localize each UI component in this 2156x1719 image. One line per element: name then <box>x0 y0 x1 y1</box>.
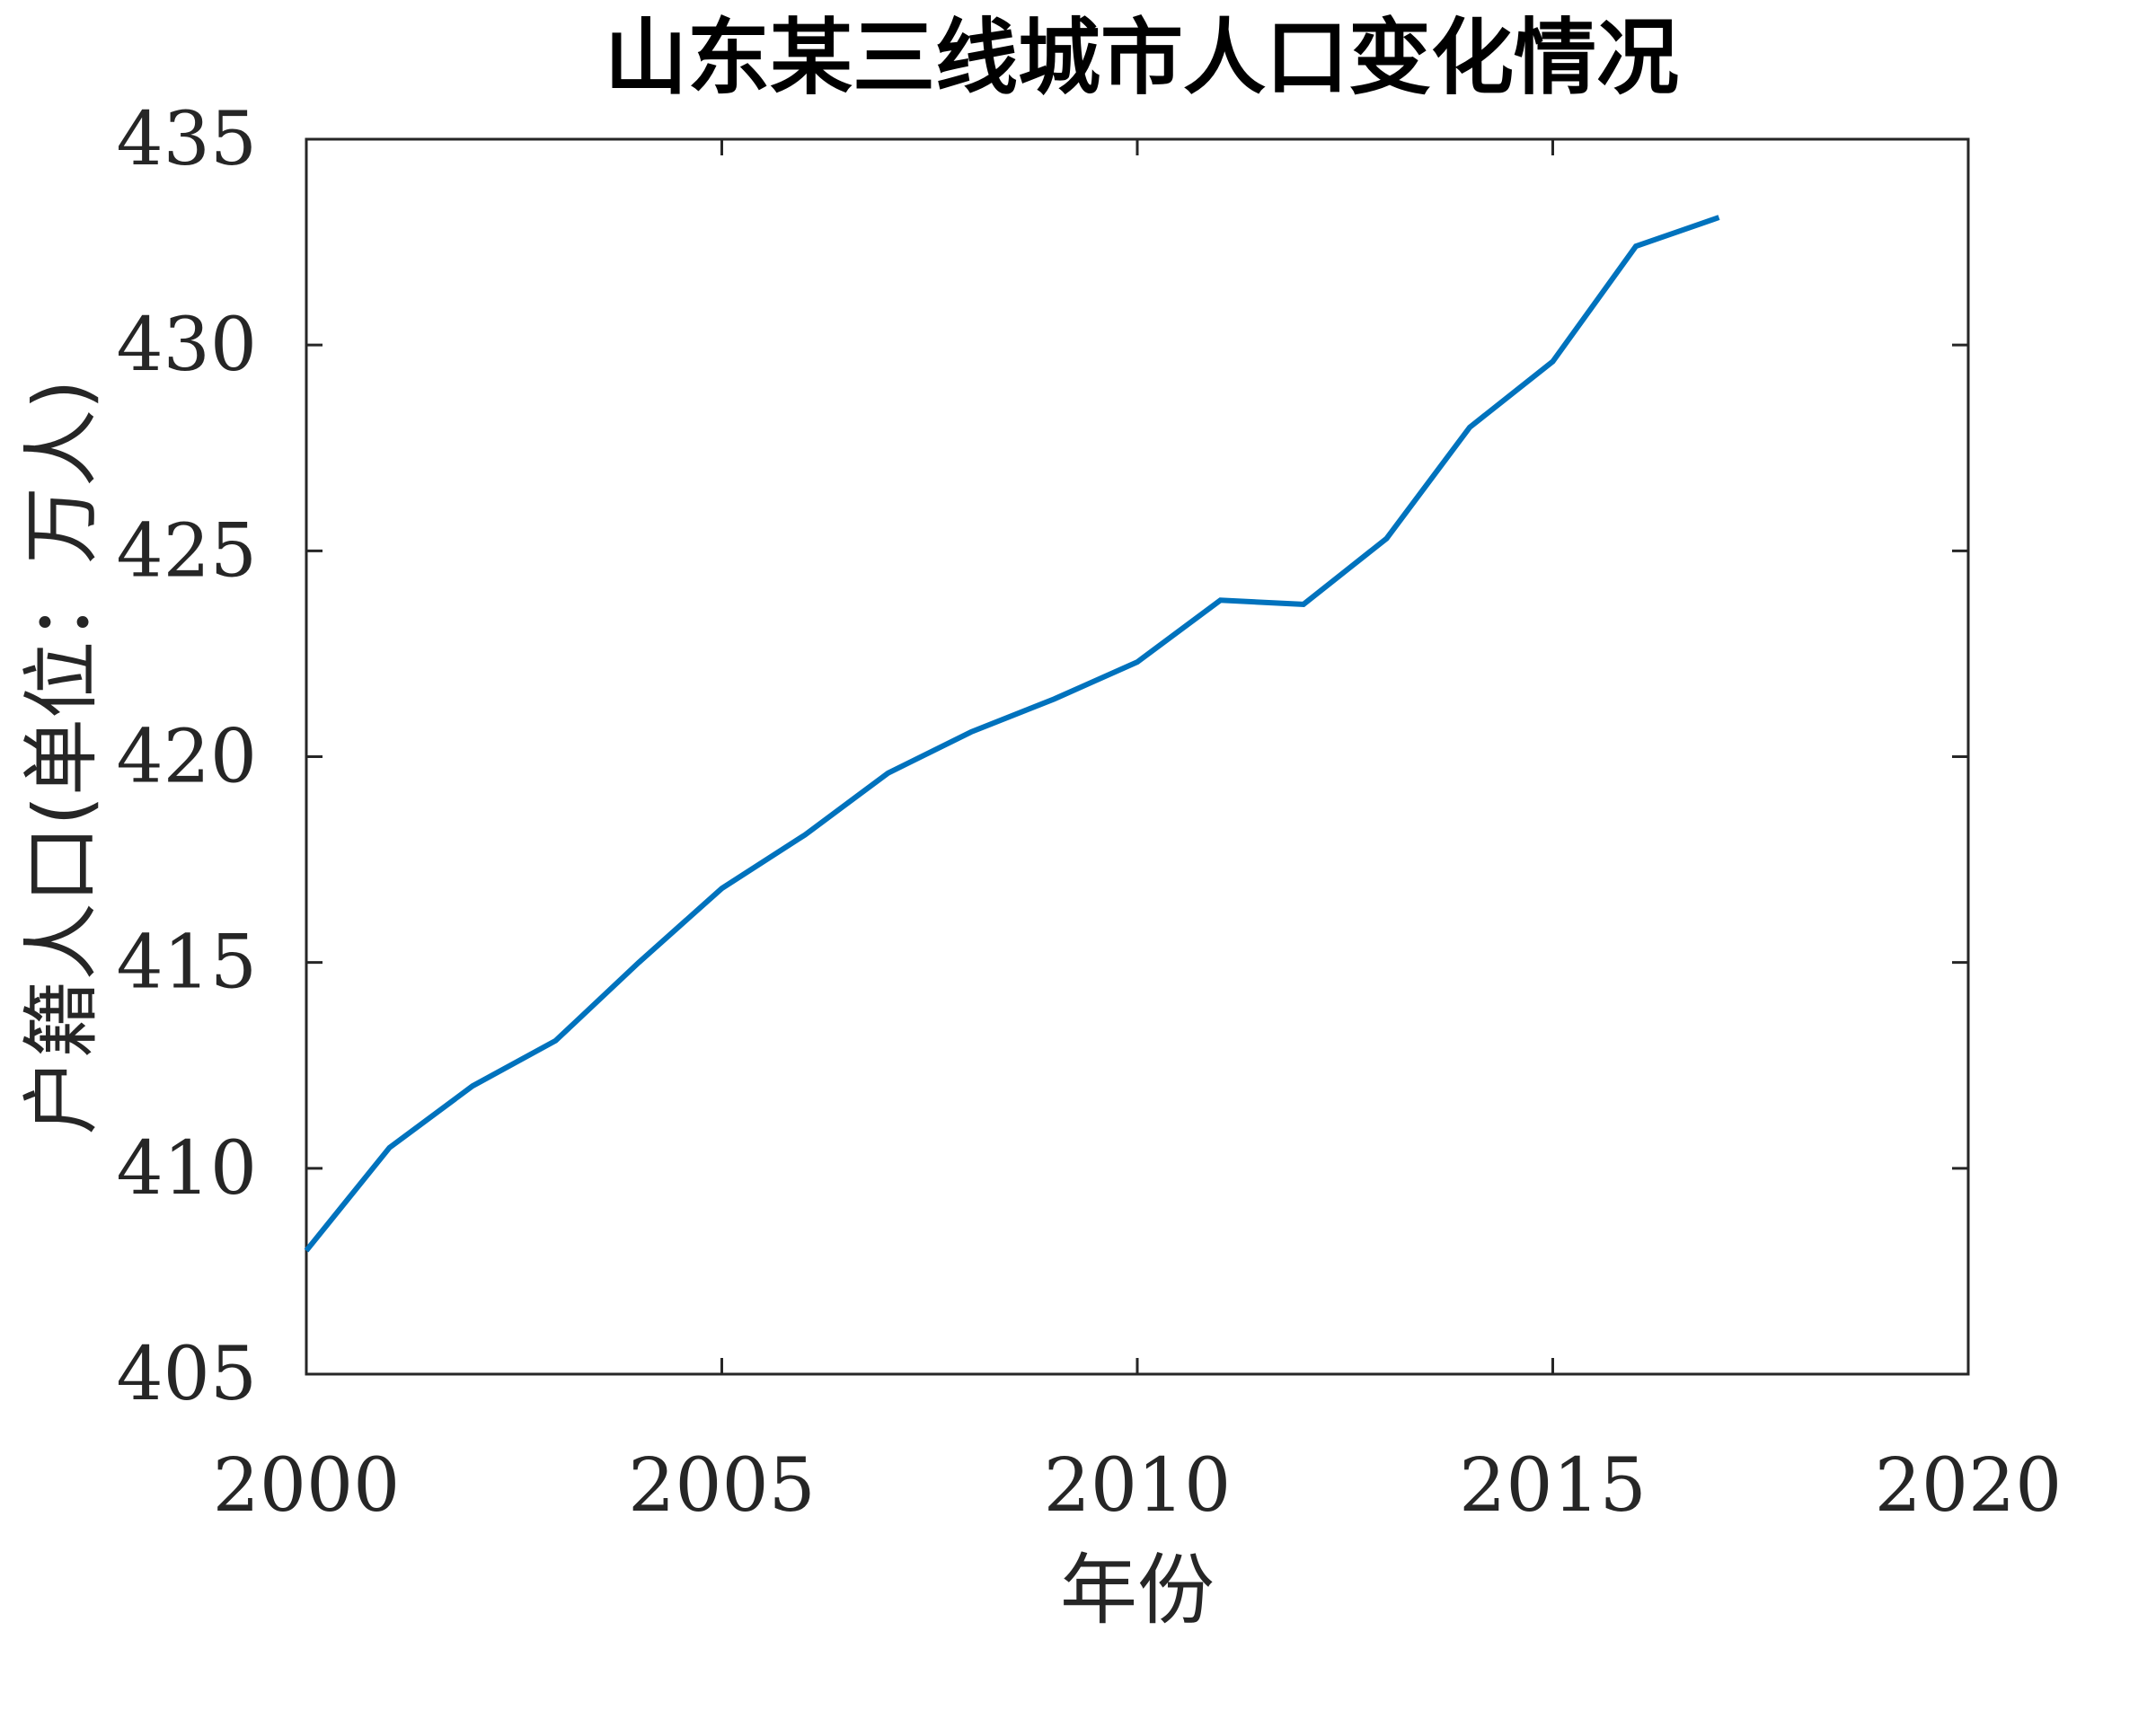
data-point <box>636 960 641 965</box>
data-point <box>1135 659 1140 665</box>
data-point <box>1633 243 1639 249</box>
x-tick-label: 2020 <box>1875 1443 2063 1529</box>
x-tick-label: 2015 <box>1459 1443 1647 1529</box>
x-tick-label: 2000 <box>213 1443 401 1529</box>
data-point <box>1384 536 1390 542</box>
y-tick-label: 415 <box>116 921 257 1006</box>
series-line <box>304 215 1720 1253</box>
y-tick-label: 405 <box>116 1332 257 1417</box>
data-point <box>1551 359 1556 365</box>
x-axis-ticks: 2000 2005 2010 2015 2020 <box>213 139 2063 1529</box>
y-tick-label: 420 <box>116 715 257 800</box>
plot-frame <box>305 137 1970 1376</box>
y-tick-label: 425 <box>116 508 257 594</box>
data-point <box>470 1083 475 1089</box>
data-point <box>1052 696 1057 701</box>
data-point <box>553 1038 559 1044</box>
data-point <box>886 771 891 776</box>
y-tick-label: 435 <box>116 97 257 182</box>
data-point <box>1218 597 1224 603</box>
data-point <box>1301 602 1306 607</box>
y-tick-label: 430 <box>116 303 257 388</box>
y-axis-ticks: 405 410 415 420 425 430 435 <box>116 97 1968 1417</box>
data-point <box>968 729 974 735</box>
y-tick-label: 410 <box>116 1126 257 1212</box>
y-axis-label: 户籍人口(单位：万人) <box>17 379 107 1134</box>
series-layer <box>304 215 1722 1254</box>
x-tick-label: 2010 <box>1044 1443 1232 1529</box>
data-point <box>1467 425 1472 430</box>
data-point <box>720 886 725 891</box>
x-tick-label: 2005 <box>628 1443 816 1529</box>
chart-title: 山东某三线城市人口变化情况 <box>605 10 1679 106</box>
data-point <box>1717 215 1722 220</box>
x-axis-label: 年份 <box>1060 1546 1215 1635</box>
data-point <box>304 1248 309 1254</box>
data-point <box>387 1145 393 1150</box>
data-point <box>802 833 808 838</box>
